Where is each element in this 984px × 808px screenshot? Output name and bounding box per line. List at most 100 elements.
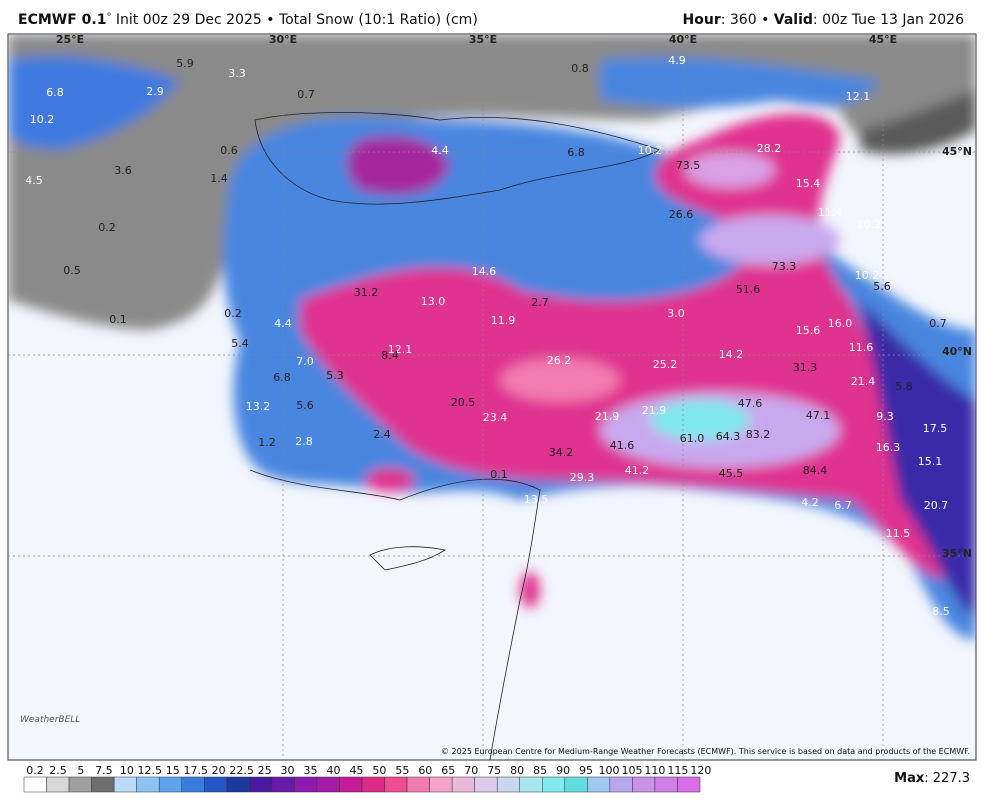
snow-amount: 3.3 bbox=[228, 67, 246, 80]
snow-amount: 11.5 bbox=[886, 527, 911, 540]
snow-amount: 34.2 bbox=[549, 446, 574, 459]
grid-label: 40°E bbox=[669, 33, 697, 46]
snow-amount: 0.5 bbox=[63, 264, 81, 277]
snow-amount: 10.2 bbox=[638, 144, 663, 157]
snow-amount: 4.9 bbox=[668, 54, 686, 67]
snow-amount: 45.5 bbox=[719, 467, 744, 480]
snow-amount: 8.4 bbox=[381, 349, 399, 362]
snow-amount: 10.2 bbox=[855, 269, 880, 282]
colorbar-label: 80 bbox=[510, 764, 524, 777]
snow-amount: 15.4 bbox=[796, 177, 821, 190]
snow-amount: 21.4 bbox=[851, 375, 876, 388]
snow-amount: 25.2 bbox=[653, 358, 678, 371]
snow-amount: 21.9 bbox=[642, 404, 667, 417]
snow-amount: 6.7 bbox=[834, 499, 852, 512]
colorbar-label: 22.5 bbox=[229, 764, 254, 777]
valid-info: Hour: 360 • Valid: 00z Tue 13 Jan 2026 bbox=[683, 12, 964, 28]
snow-amount: 3.0 bbox=[667, 307, 685, 320]
snow-amount: 83.2 bbox=[746, 428, 771, 441]
snow-amount: 11.4 bbox=[818, 206, 843, 219]
snow-amount: 73.5 bbox=[676, 159, 701, 172]
graticule bbox=[8, 34, 976, 760]
colorbar-swatch bbox=[677, 776, 701, 793]
snow-amount: 2.7 bbox=[531, 296, 549, 309]
colorbar-label: 120 bbox=[690, 764, 711, 777]
snow-amount: 47.6 bbox=[738, 397, 763, 410]
snow-amount: 0.7 bbox=[297, 88, 315, 101]
snow-amount: 0.1 bbox=[109, 313, 127, 326]
snow-amount: 21.9 bbox=[595, 410, 620, 423]
valid-label: Valid bbox=[773, 12, 813, 28]
colorbar-label: 90 bbox=[556, 764, 570, 777]
snow-amount: 13.5 bbox=[524, 493, 549, 506]
hour-label: Hour bbox=[682, 12, 721, 28]
snow-amount: 0.2 bbox=[98, 221, 116, 234]
colorbar-label: 15 bbox=[166, 764, 180, 777]
snow-amount: 15.1 bbox=[918, 455, 943, 468]
snow-amount: 6.8 bbox=[273, 371, 291, 384]
snow-amount: 2.4 bbox=[373, 428, 391, 441]
snow-amount: 3.6 bbox=[114, 164, 132, 177]
snow-amount: 12.1 bbox=[388, 343, 413, 356]
snow-amount: 0.8 bbox=[571, 62, 589, 75]
snow-amount: 20.5 bbox=[451, 396, 476, 409]
max: Max: 227.3 bbox=[894, 771, 970, 786]
copyright: © 2025 European Centre for Medium-Range … bbox=[441, 747, 970, 756]
colorbar-label: 65 bbox=[441, 764, 455, 777]
snow-amount: 0.1 bbox=[490, 468, 508, 481]
snow-amount: 73.3 bbox=[772, 260, 797, 273]
snow-amount: 6.8 bbox=[567, 146, 585, 159]
colorbar-label: 25 bbox=[258, 764, 272, 777]
snow-amount: 20.7 bbox=[924, 499, 949, 512]
snow-amount: 5.8 bbox=[895, 380, 913, 393]
snow-amount: 28.2 bbox=[757, 142, 782, 155]
colorbar-label: 40 bbox=[326, 764, 340, 777]
grid-label: 45°N bbox=[942, 145, 972, 158]
colorbar-label: 105 bbox=[621, 764, 642, 777]
snow-amount: 7.0 bbox=[296, 355, 314, 368]
snow-amount: 0.2 bbox=[224, 307, 242, 320]
snow-amount: 0.7 bbox=[929, 317, 947, 330]
colorbar-label: 50 bbox=[372, 764, 386, 777]
snow-amount: 5.6 bbox=[296, 399, 314, 412]
colorbar-label: 30 bbox=[281, 764, 295, 777]
snow-amount: 14.2 bbox=[719, 348, 744, 361]
snow-amount: 2.9 bbox=[146, 85, 164, 98]
snow-amount: 1.2 bbox=[258, 436, 276, 449]
colorbar-label: 75 bbox=[487, 764, 501, 777]
grid-label: 35°E bbox=[469, 33, 497, 46]
grid-label: 40°N bbox=[942, 345, 972, 358]
snow-amount: 6.8 bbox=[46, 86, 64, 99]
colorbar-label: 35 bbox=[304, 764, 318, 777]
snow-amount: 41.6 bbox=[610, 439, 635, 452]
snow-amount: 8.5 bbox=[932, 605, 950, 618]
snow-amount: 16.0 bbox=[828, 317, 853, 330]
snow-amount: 4.4 bbox=[274, 317, 292, 330]
snow-amount: 61.0 bbox=[680, 432, 705, 445]
snow-amount: 2.8 bbox=[295, 435, 313, 448]
grid-label: 45°E bbox=[869, 33, 897, 46]
colorbar-label: 70 bbox=[464, 764, 478, 777]
colorbar-label: 2.5 bbox=[49, 764, 67, 777]
point-labels: 5.9 3.3 6.8 2.9 0.7 0.8 4.9 12.1 10.2 0.6 4.4 6.8 10… bbox=[25, 54, 950, 618]
snow-amount: 11.9 bbox=[491, 314, 516, 327]
snow-amount: 13.0 bbox=[421, 295, 446, 308]
max-label: Max bbox=[894, 771, 925, 786]
colorbar-label: 45 bbox=[349, 764, 363, 777]
snow-amount: 0.6 bbox=[220, 144, 238, 157]
colorbar: 0.2 2.5 5 7.5 10 12.5 15 17.5 20 22.5 25 30 35 40 45 50… bbox=[23, 764, 711, 793]
max-value: : 227.3 bbox=[924, 771, 970, 786]
footer: Max: 227.3 bbox=[0, 762, 984, 808]
grid-labels: 25°E 30°E 35°E 40°E 45°E 45°N 40°N 35°N bbox=[56, 33, 972, 560]
snow-amount: 29.3 bbox=[570, 471, 595, 484]
colorbar-label: 10 bbox=[120, 764, 134, 777]
coastlines bbox=[249, 112, 662, 761]
title: ECMWF 0.1° Init 00z 29 Dec 2025 • Total … bbox=[18, 12, 478, 28]
snow-amount: 41.2 bbox=[625, 464, 650, 477]
snow-amount: 64.3 bbox=[716, 430, 741, 443]
snow-amount: 26.2 bbox=[547, 354, 572, 367]
grid-label: 30°E bbox=[269, 33, 297, 46]
grid-label: 35°N bbox=[942, 547, 972, 560]
snow-amount: 5.3 bbox=[326, 369, 344, 382]
